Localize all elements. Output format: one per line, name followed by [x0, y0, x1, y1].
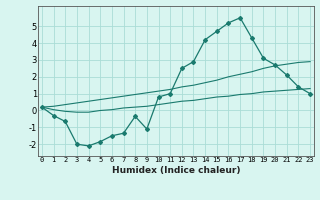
X-axis label: Humidex (Indice chaleur): Humidex (Indice chaleur)	[112, 166, 240, 175]
